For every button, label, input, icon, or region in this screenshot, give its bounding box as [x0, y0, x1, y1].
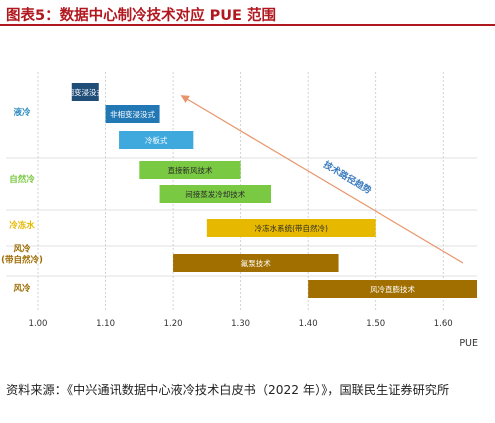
x-tick-label: 1.30: [231, 319, 250, 329]
bar-label: 冷板式: [145, 135, 168, 145]
bar-1: [105, 105, 160, 123]
bar-2: [119, 131, 194, 149]
x-tick-label: 1.20: [164, 319, 183, 329]
group-label: 风冷(带自然冷): [1, 244, 43, 266]
bar-label: 氟泵技术: [241, 258, 271, 268]
bar-0: [71, 83, 99, 101]
bar-5: [206, 219, 376, 237]
source-note: 资料来源：《中兴通讯数据中心液冷技术白皮书（2022 年）》，国联民生证券研究所: [6, 383, 450, 397]
x-tick-label: 1.00: [29, 319, 48, 329]
bar-label: 相变浸没式: [67, 87, 105, 97]
bar-label: 非相变浸没式: [110, 109, 155, 119]
bar-6: [173, 254, 339, 272]
trend-arrow: [180, 95, 464, 264]
group-label: 风冷: [13, 283, 31, 294]
bar-label: 冷冻水系统(带自然冷): [255, 223, 328, 233]
group-label: 液冷: [13, 107, 31, 118]
x-tick-label: 1.40: [299, 319, 318, 329]
bar-label: 间接蒸发冷却技术: [185, 189, 245, 199]
x-tick-label: 1.10: [96, 319, 115, 329]
row-separators: [6, 157, 477, 277]
group-label: 自然冷: [9, 174, 35, 185]
x-tick-label: 1.50: [366, 319, 385, 329]
x-tick-label: 1.60: [434, 319, 453, 329]
bar-label: 直接新风技术: [167, 165, 212, 175]
bar-3: [139, 161, 241, 179]
group-label: 冷冻水: [9, 220, 35, 231]
bar-7: [308, 280, 477, 298]
annotations: 技术路径趋势: [180, 95, 464, 264]
x-axis-ticks: 1.00 1.10 1.20 1.30 1.40 1.50 1.60: [29, 319, 453, 329]
bar-4: [159, 185, 272, 203]
title-divider: [0, 24, 495, 26]
x-axis-label: PUE: [459, 338, 478, 349]
bar-label: 风冷直膨技术: [370, 284, 415, 294]
page-title: 图表5：数据中心制冷技术对应 PUE 范围: [6, 8, 276, 24]
trend-label: 技术路径趋势: [321, 158, 373, 196]
